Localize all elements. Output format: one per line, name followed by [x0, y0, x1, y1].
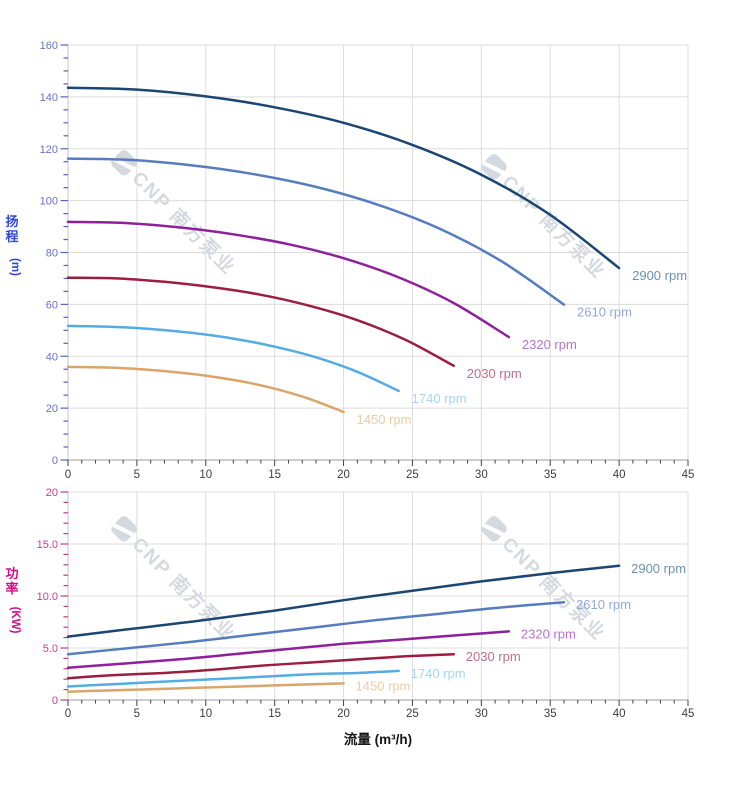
- head-y-tick-label: 160: [40, 40, 58, 52]
- head-x-tick-label: 5: [134, 469, 140, 481]
- power-curve-1740-rpm: [66, 669, 400, 688]
- head-curve-1740-rpm: [66, 324, 400, 393]
- head-y-tick-label: 20: [46, 403, 58, 415]
- head-x-tick-label: 30: [475, 469, 488, 481]
- power-y-tick-label: 5.0: [43, 643, 58, 655]
- head-gridlines: [68, 44, 689, 460]
- power-y-axis-unit: (KW): [9, 607, 21, 634]
- head-x-tick-label: 25: [406, 469, 419, 481]
- head-x-tick-label: 40: [613, 469, 626, 481]
- head-x-tick-label: 10: [199, 469, 212, 481]
- head-y-tick-label: 0: [52, 455, 58, 467]
- head-curve-2900-rpm: [66, 86, 621, 270]
- head-x-tick-label: 20: [337, 469, 350, 481]
- x-axis-title: 流量 (m³/h): [344, 731, 412, 747]
- power-curve-2900-rpm: [66, 564, 621, 638]
- power-series-label-2900-rpm: 2900 rpm: [631, 561, 686, 576]
- power-y-axis-title: 功率: [5, 566, 18, 596]
- power-x-tick-label: 35: [544, 708, 557, 720]
- power-y-tick-label: 15.0: [37, 539, 58, 551]
- power-y-ticks: 0 5.0 10.0 15.0 20: [37, 487, 68, 707]
- head-series-label-2610-rpm: 2610 rpm: [577, 305, 632, 320]
- head-series-label-1450-rpm: 1450 rpm: [357, 412, 412, 427]
- power-series-label-1450-rpm: 1450 rpm: [356, 678, 411, 693]
- head-x-tick-label: 15: [268, 469, 281, 481]
- power-x-tick-label: 20: [337, 708, 350, 720]
- watermark-text: CNP 南方泵业: [128, 166, 241, 279]
- head-series-label-1740-rpm: 1740 rpm: [412, 391, 467, 406]
- power-series-label-2320-rpm: 2320 rpm: [521, 626, 576, 641]
- power-x-tick-label: 5: [134, 708, 140, 720]
- head-curve-2030-rpm: [66, 276, 456, 368]
- head-x-ticks: 0 5 10 15 20 25 30 35 40 45: [65, 460, 695, 481]
- power-x-tick-label: 0: [65, 708, 71, 720]
- power-x-tick-label: 25: [406, 708, 419, 720]
- power-y-tick-label: 10.0: [37, 591, 58, 603]
- head-curve-2320-rpm: [66, 220, 511, 339]
- power-y-tick-label: 0: [52, 695, 58, 707]
- head-y-tick-label: 120: [40, 144, 58, 156]
- power-gridlines: [68, 491, 689, 700]
- head-y-tick-label: 100: [40, 196, 58, 208]
- head-y-tick-label: 40: [46, 351, 58, 363]
- power-series-label-2610-rpm: 2610 rpm: [576, 597, 631, 612]
- head-y-axis-unit: (m): [9, 258, 21, 276]
- power-x-ticks: 0 5 10 15 20 25 30 35 40 45: [65, 700, 695, 720]
- head-x-tick-label: 0: [65, 469, 71, 481]
- power-x-tick-label: 30: [475, 708, 488, 720]
- head-y-tick-label: 80: [46, 248, 58, 260]
- power-x-tick-label: 40: [613, 708, 626, 720]
- head-curve-2610-rpm: [66, 157, 566, 306]
- watermark-cnp: CNP 南方泵业: [111, 150, 241, 280]
- power-curve-2610-rpm: [66, 600, 566, 656]
- watermark-cnp: CNP 南方泵业: [481, 154, 611, 284]
- head-x-tick-label: 45: [682, 469, 695, 481]
- head-y-tick-label: 60: [46, 299, 58, 311]
- watermark-text: CNP 南方泵业: [128, 532, 241, 645]
- watermark-text: CNP 南方泵业: [498, 170, 611, 283]
- power-curve-2030-rpm: [66, 652, 456, 680]
- power-y-tick-label: 20: [46, 487, 58, 499]
- head-x-tick-label: 35: [544, 469, 557, 481]
- head-curve-1450-rpm: [66, 365, 345, 414]
- power-chart: 0 5.0 10.0 15.0 20 0 5 10 15 20 25 30 35 40 45 功率 (KW) 29…: [5, 487, 694, 720]
- head-y-ticks: 0 20 40 60 80 100 120 140 160: [40, 40, 68, 467]
- head-series-label-2320-rpm: 2320 rpm: [522, 337, 577, 352]
- power-series-label-2030-rpm: 2030 rpm: [466, 649, 521, 664]
- power-curve-2320-rpm: [66, 630, 511, 670]
- head-series-label-2900-rpm: 2900 rpm: [632, 268, 687, 283]
- head-y-tick-label: 140: [40, 92, 58, 104]
- watermark-cnp: CNP 南方泵业: [111, 516, 241, 646]
- power-series-label-1740-rpm: 1740 rpm: [411, 666, 466, 681]
- head-series-label-2030-rpm: 2030 rpm: [467, 366, 522, 381]
- head-y-axis-title: 扬程: [5, 214, 18, 244]
- power-curve-1450-rpm: [66, 682, 345, 693]
- power-x-tick-label: 10: [199, 708, 212, 720]
- power-x-tick-label: 15: [268, 708, 281, 720]
- power-x-tick-label: 45: [682, 708, 695, 720]
- head-chart: 0 20 40 60 80 100 120 140 160 0 5 10 15 20 25 30 35 40 45 扬…: [5, 40, 694, 481]
